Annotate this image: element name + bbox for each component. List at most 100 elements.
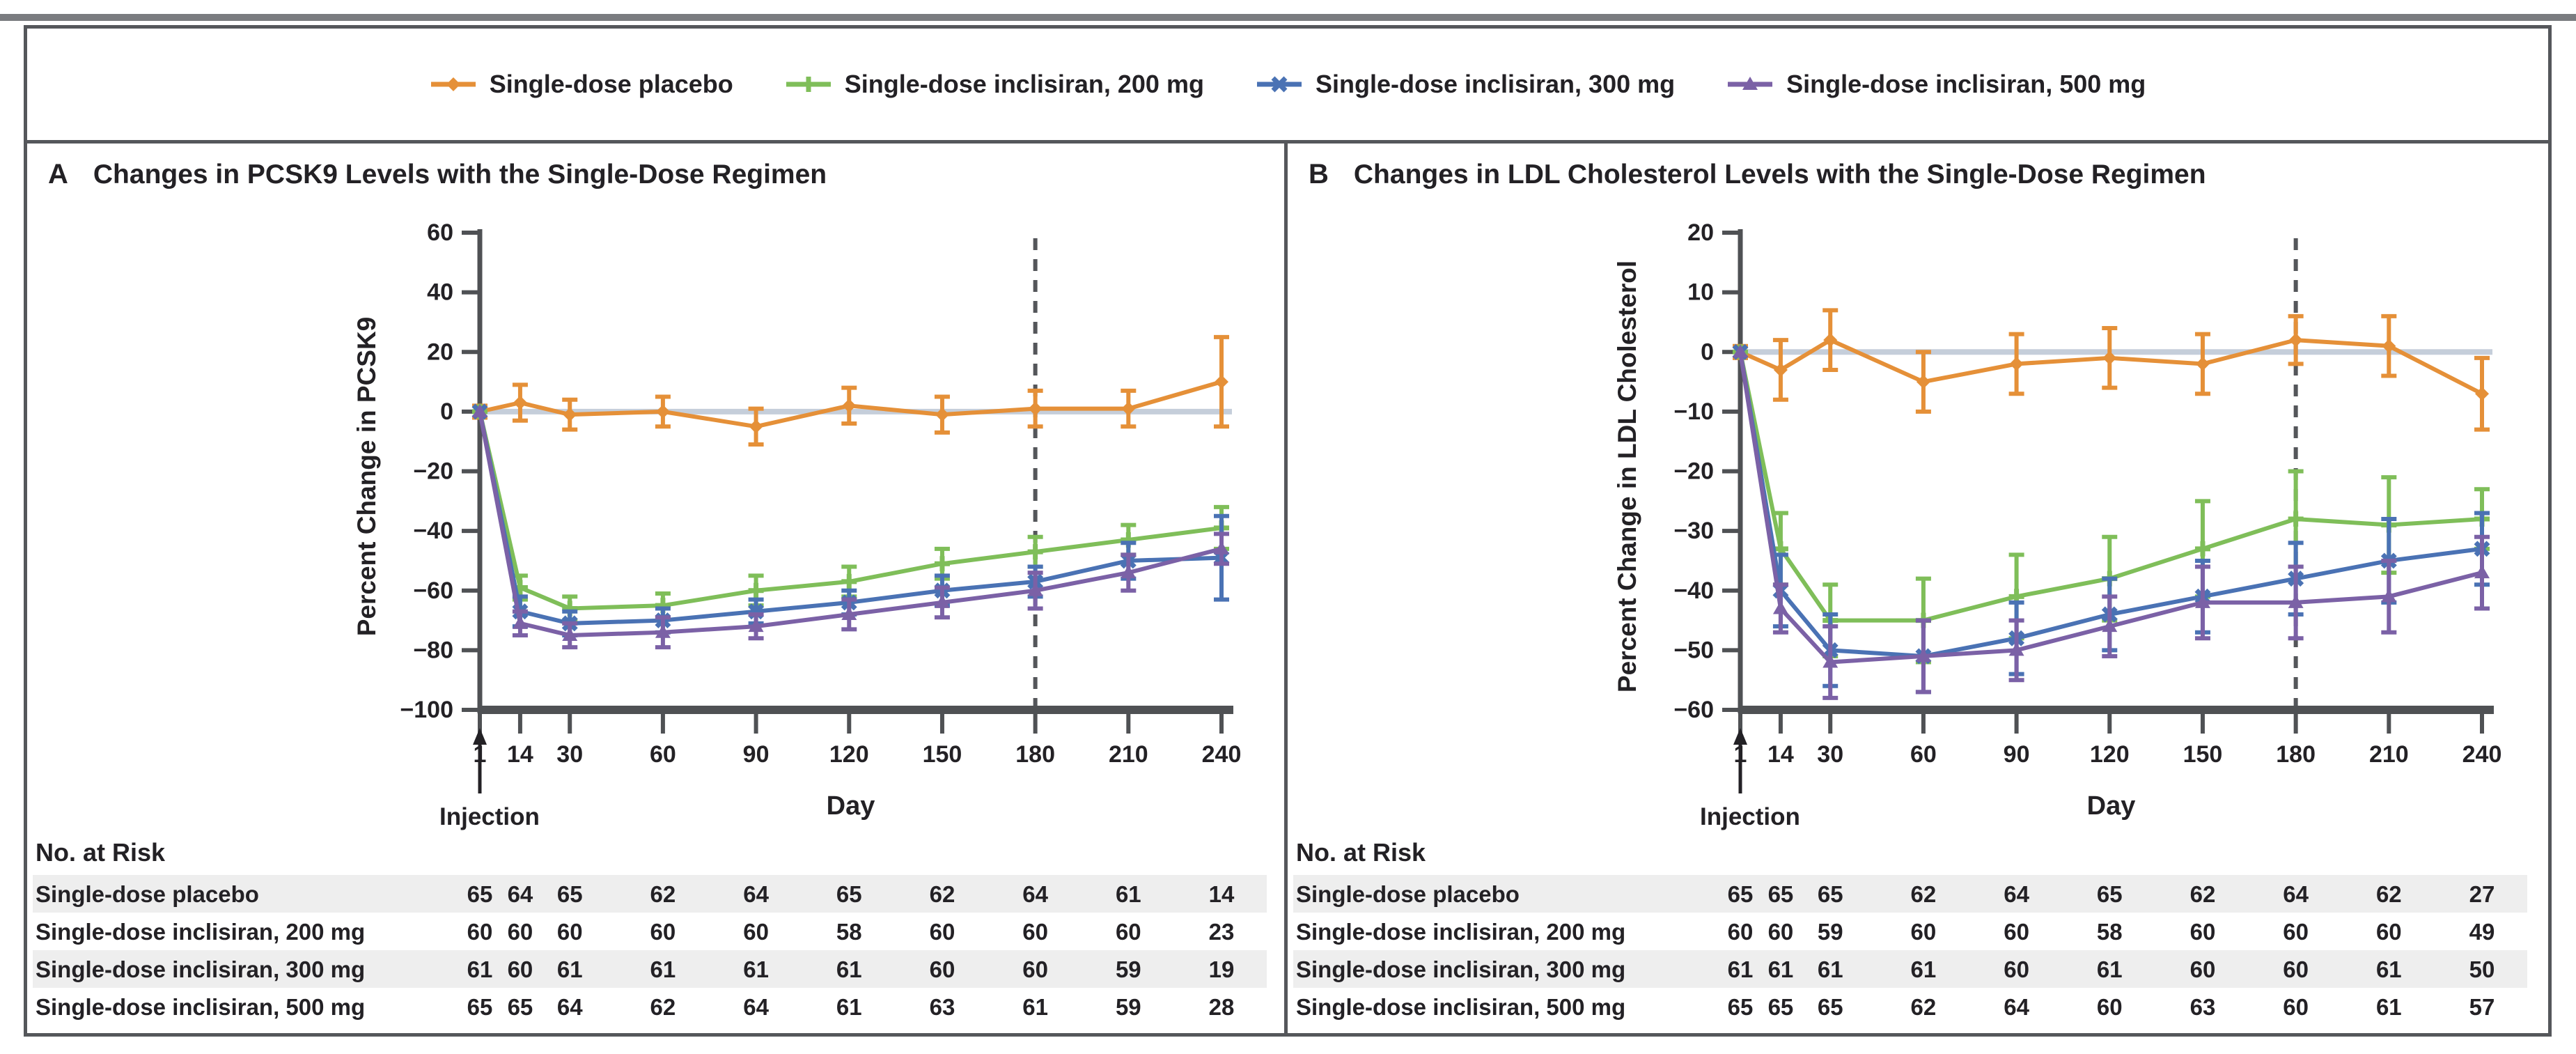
- at-risk-count: 61: [557, 956, 583, 982]
- series-0: [1733, 308, 2490, 432]
- series-line: [478, 411, 1222, 611]
- x-tick-label: 60: [1910, 741, 1937, 768]
- at-risk-count: 64: [557, 994, 583, 1020]
- at-risk-count: 60: [1022, 956, 1048, 982]
- at-risk-count: 61: [2097, 956, 2123, 982]
- y-tick-label: 20: [1687, 219, 1714, 246]
- injection-annotation: Injection: [439, 728, 540, 830]
- at-risk-count: 62: [1911, 994, 1937, 1020]
- triangle-marker: [562, 627, 578, 641]
- at-risk-row-label: Single-dose inclisiran, 500 mg: [1296, 994, 1625, 1020]
- x-tick-label: 210: [1109, 741, 1148, 768]
- triangle-marker: [1121, 565, 1137, 579]
- x-tick-label: 60: [650, 741, 676, 768]
- series-line: [1738, 351, 2483, 665]
- at-risk-count: 60: [508, 919, 533, 945]
- at-risk-count: 60: [1728, 919, 1754, 945]
- at-risk-count: 62: [2376, 881, 2402, 907]
- y-tick-label: −50: [1673, 637, 1714, 663]
- at-risk-count: 60: [2283, 994, 2309, 1020]
- at-risk-count: 61: [1911, 956, 1937, 982]
- at-risk-count: 60: [743, 919, 769, 945]
- y-tick-label: 10: [1687, 279, 1714, 306]
- at-risk-count: 62: [930, 881, 955, 907]
- at-risk-count: 60: [2004, 919, 2029, 945]
- diamond-marker: [1215, 375, 1228, 389]
- at-risk-count: 64: [743, 994, 769, 1020]
- ldl-chart: 20100−10−20−30−40−50−6011430609012015018…: [1293, 219, 2527, 1020]
- at-risk-count: 59: [1116, 956, 1141, 982]
- series-line: [1738, 351, 2483, 658]
- inclisiran-200-series-marker-icon: [786, 77, 831, 92]
- plus-marker: [800, 77, 816, 92]
- panel-pcsk9: A Changes in PCSK9 Levels with the Singl…: [27, 144, 1284, 1033]
- x-tick-label: 150: [2183, 741, 2223, 768]
- at-risk-count: 62: [1911, 881, 1937, 907]
- x-tick-label: 120: [829, 741, 869, 768]
- at-risk-count: 65: [467, 881, 493, 907]
- legend-label: Single-dose inclisiran, 500 mg: [1786, 70, 2146, 98]
- plus-marker: [1027, 544, 1043, 560]
- at-risk-count: 65: [557, 881, 583, 907]
- at-risk-count: 61: [743, 956, 769, 982]
- at-risk-table: No. at Risk Single-dose placebo 65 65 65 62 64…: [1293, 838, 2527, 1020]
- at-risk-count: 61: [836, 994, 862, 1020]
- at-risk-count: 61: [1728, 956, 1754, 982]
- at-risk-count: 60: [2283, 919, 2309, 945]
- at-risk-title: No. at Risk: [36, 838, 166, 867]
- at-risk-row: Single-dose inclisiran, 200 mg 60 60 60 60 60…: [36, 919, 1234, 945]
- y-tick-label: −80: [413, 637, 453, 663]
- at-risk-count: 61: [1022, 994, 1048, 1020]
- axes: 20100−10−20−30−40−50−6011430609012015018…: [1673, 219, 2501, 768]
- y-tick-label: −60: [413, 578, 453, 604]
- figure-frame: Single-dose placebo Single-dose inclisir…: [24, 25, 2552, 1037]
- triangle-marker: [2102, 619, 2118, 633]
- diamond-marker: [446, 77, 460, 91]
- at-risk-count: 60: [930, 919, 955, 945]
- at-risk-count: 28: [1209, 994, 1235, 1020]
- legend: Single-dose placebo Single-dose inclisir…: [27, 29, 2548, 144]
- triangle-marker: [2194, 594, 2210, 608]
- at-risk-row-shading: [33, 875, 1267, 913]
- plus-marker: [2194, 541, 2210, 557]
- at-risk-count: 61: [467, 956, 493, 982]
- y-axis-label: Percent Change in LDL Cholesterol: [1613, 260, 1641, 693]
- diamond-marker: [1028, 401, 1043, 416]
- x-tick-label: 14: [507, 741, 533, 768]
- y-tick-label: 40: [427, 279, 453, 306]
- triangle-marker: [2008, 642, 2024, 656]
- panels-row: A Changes in PCSK9 Levels with the Singl…: [27, 144, 2548, 1033]
- at-risk-count: 64: [2004, 994, 2029, 1020]
- at-risk-count: 62: [650, 881, 676, 907]
- plus-marker: [2288, 511, 2304, 527]
- series-line: [479, 380, 1222, 429]
- at-risk-count: 64: [743, 881, 769, 907]
- plus-marker: [841, 573, 857, 589]
- at-risk-count: 65: [1728, 881, 1754, 907]
- triangle-marker: [1214, 541, 1229, 555]
- at-risk-row: Single-dose inclisiran, 300 mg 61 60 61 61 61…: [36, 956, 1234, 982]
- y-tick-label: −60: [1673, 697, 1714, 723]
- triangle-marker: [1915, 648, 1931, 662]
- at-risk-count: 63: [2190, 994, 2216, 1020]
- diamond-marker: [2288, 333, 2303, 348]
- x-tick-label: 30: [1817, 741, 1843, 768]
- x-tick-label: 180: [1015, 741, 1055, 768]
- triangle-marker: [1742, 77, 1758, 90]
- panel-title: B Changes in LDL Cholesterol Levels with…: [1288, 144, 2545, 205]
- at-risk-row: Single-dose placebo 65 64 65 62 64 65 62 64 61 14: [36, 881, 1235, 907]
- at-risk-count: 61: [1818, 956, 1843, 982]
- at-risk-count: 62: [2190, 881, 2216, 907]
- diamond-marker: [2382, 339, 2396, 353]
- plus-marker: [934, 556, 950, 572]
- at-risk-count: 65: [1728, 994, 1754, 1020]
- series-0: [472, 334, 1229, 447]
- diamond-marker: [2102, 350, 2117, 365]
- triangle-marker: [1822, 654, 1839, 668]
- injection-arrow-icon: [473, 728, 487, 745]
- triangle-marker: [2288, 594, 2304, 608]
- at-risk-row-label: Single-dose inclisiran, 300 mg: [1296, 956, 1625, 982]
- at-risk-count: 65: [2097, 881, 2123, 907]
- at-risk-count: 57: [2469, 994, 2495, 1020]
- triangle-marker: [472, 403, 487, 417]
